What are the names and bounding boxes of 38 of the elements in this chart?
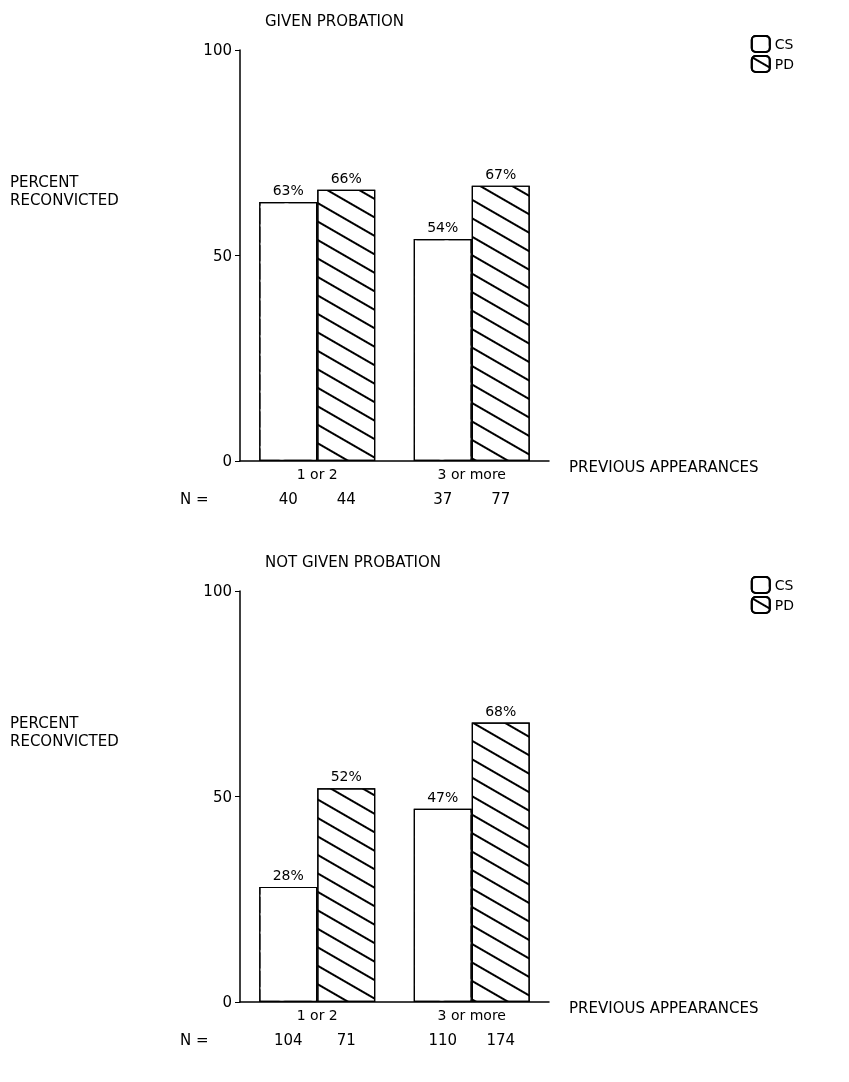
text: 174 [486, 1030, 516, 1049]
text: 37 [433, 489, 453, 508]
text: 44 [336, 489, 356, 508]
text: 104 [273, 1030, 303, 1049]
y-tick-label: 100 [203, 582, 232, 600]
text: 40 [278, 489, 298, 508]
y-tick-label: 50 [212, 246, 232, 265]
data-label: 66% [330, 169, 362, 186]
data-label: 63% [272, 182, 304, 199]
data-label: 28% [272, 866, 304, 883]
text: 77 [491, 489, 511, 508]
y-tick-label: 100 [203, 41, 232, 59]
data-label: 68% [485, 702, 517, 719]
text: N = [180, 489, 209, 508]
legend-label: CS [774, 577, 794, 593]
chart-title: NOT GIVEN PROBATION [265, 552, 442, 571]
y-tick-label: 0 [222, 452, 232, 470]
text: 110 [428, 1030, 458, 1049]
y-axis-title: PERCENT RECONVICTED [10, 173, 119, 210]
legend-label: PD [774, 597, 795, 613]
text: 71 [336, 1030, 356, 1049]
data-label: 54% [427, 219, 459, 236]
y-axis-title: PERCENT RECONVICTED [10, 714, 119, 751]
x-axis-title: PREVIOUS APPEARANCES [569, 457, 759, 476]
legend-label: PD [774, 56, 795, 72]
x-tick-label: 3 or more [437, 1007, 506, 1023]
chart-title: GIVEN PROBATION [265, 11, 405, 30]
y-tick-label: 50 [212, 787, 232, 806]
text: N = [180, 1030, 209, 1049]
x-axis-title: PREVIOUS APPEARANCES [569, 998, 759, 1017]
x-tick-label: 1 or 2 [296, 466, 338, 482]
data-label: 67% [485, 165, 517, 182]
y-tick-label: 0 [222, 993, 232, 1011]
x-tick-label: 3 or more [437, 466, 506, 482]
data-label: 52% [330, 768, 362, 785]
x-tick-label: 1 or 2 [296, 1007, 338, 1023]
data-label: 47% [427, 788, 459, 805]
legend-label: CS [774, 36, 794, 52]
